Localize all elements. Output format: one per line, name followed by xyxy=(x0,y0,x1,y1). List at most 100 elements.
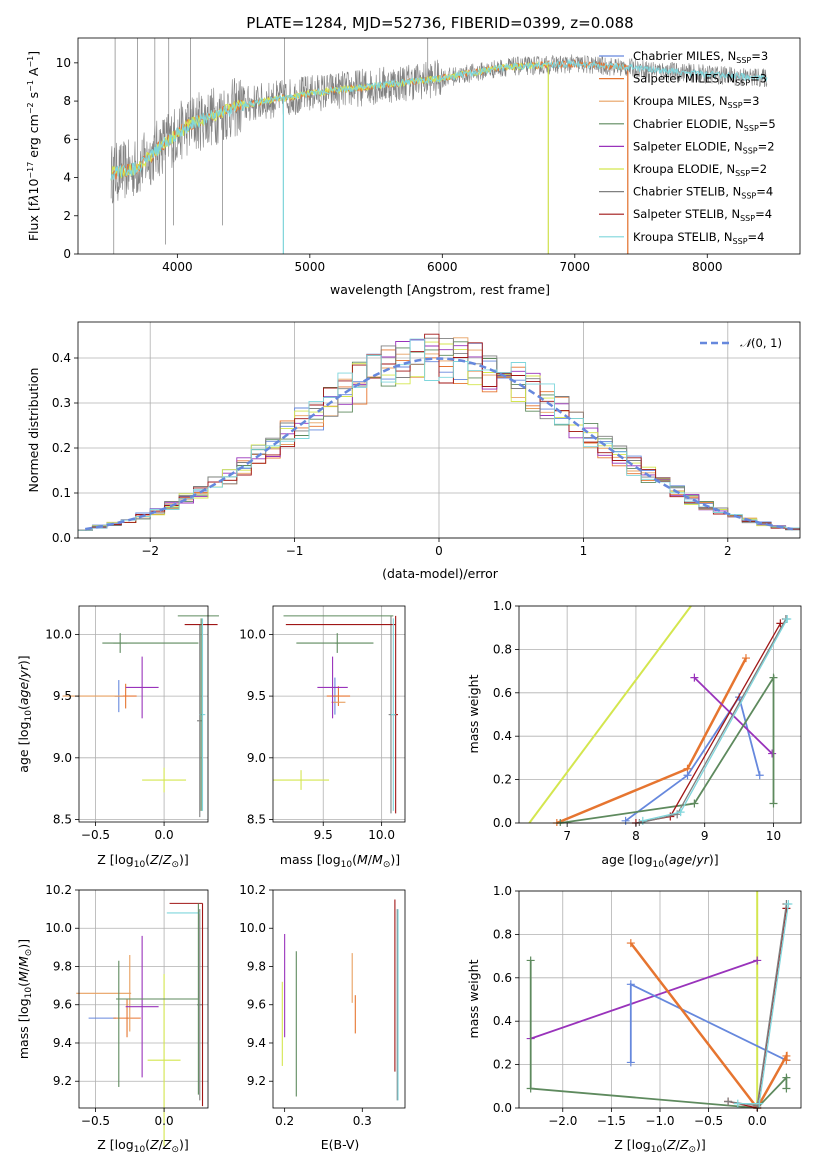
residuals-xtick-label: 2 xyxy=(724,544,732,558)
weight-marker xyxy=(768,749,777,758)
legend-entry: Chabrier MILES, NSSP=3 xyxy=(633,49,768,65)
weight_vs_age-ytick-label: 0.6 xyxy=(493,686,512,700)
residuals-xtick-label: −2 xyxy=(141,544,159,558)
weight-marker xyxy=(676,808,685,817)
mass_vs_EBV-xtick-label: 0.3 xyxy=(353,1114,372,1128)
age-vs-mass-plot: 9.5 10.0 8.5 9.0 9.5 10.0 mass [log10(M/M⊙)] xyxy=(239,605,406,870)
weight-vs-age-xlabel: age [log10(age/yr)] xyxy=(601,852,718,870)
residuals-ytick-label: 0.4 xyxy=(52,351,71,365)
weight_vs_age-ytick-label: 0.4 xyxy=(493,729,512,743)
weight-line xyxy=(528,605,692,824)
weight_vs_Z-ytick-label: 0.2 xyxy=(493,1058,512,1072)
mass-vs-metallicity-xlabel: Z [log10(Z/Z⊙)] xyxy=(97,1137,189,1155)
mass_vs_EBV-ytick-label: 10.0 xyxy=(239,921,266,935)
weight-marker xyxy=(782,1084,791,1093)
weight_vs_Z-xtick-label: 0.0 xyxy=(748,1114,767,1128)
legend-entry: Salpeter MILES, NSSP=3 xyxy=(633,72,767,88)
weight_vs_age-ytick-label: 0.2 xyxy=(493,773,512,787)
mass_vs_EBV-ytick-label: 10.2 xyxy=(239,883,266,897)
residuals-ytick-label: 0.2 xyxy=(52,441,71,455)
weight-marker xyxy=(784,900,793,909)
weight-marker xyxy=(782,1073,791,1082)
weight_vs_Z-ytick-label: 0.0 xyxy=(493,1101,512,1115)
weight-marker xyxy=(769,799,778,808)
age_vs_Z-ytick-label: 8.5 xyxy=(53,813,72,827)
mass_vs_EBV-ytick-label: 9.2 xyxy=(247,1074,266,1088)
legend-entry: Kroupa MILES, NSSP=3 xyxy=(633,94,759,110)
mass-vs-extinction-plot: 0.2 0.3 9.2 9.4 9.6 9.8 10.0 10.2 E(B-V) xyxy=(239,883,406,1152)
age_vs_Z-xtick-label: 0.0 xyxy=(155,828,174,842)
residuals-ytick-label: 0.0 xyxy=(52,531,71,545)
weight-marker xyxy=(690,673,699,682)
mass_vs_EBV-ytick-label: 9.8 xyxy=(247,959,266,973)
weight-line xyxy=(635,623,781,824)
gauss-legend: 𝒩(0, 1) xyxy=(700,336,782,350)
weight-marker xyxy=(733,1099,742,1108)
weight-marker xyxy=(769,673,778,682)
weight_vs_age-xtick-label: 8 xyxy=(632,829,640,843)
weight-vs-metallicity-plot: −2.0 −1.5 −1.0 −0.5 0.0 0.0 0.2 0.4 0.6 0.8 1.0 Z … xyxy=(466,884,802,1155)
weight-marker xyxy=(753,956,762,965)
weight-marker xyxy=(755,1099,764,1108)
weight-marker xyxy=(683,771,692,780)
weight_vs_age-xtick-label: 10 xyxy=(766,829,781,843)
mass_vs_EBV-ytick-label: 9.4 xyxy=(247,1036,266,1050)
age_vs_Z-ytick-label: 10.0 xyxy=(45,627,72,641)
weight_vs_Z-xtick-label: −1.5 xyxy=(597,1114,626,1128)
age_vs_mass-ytick-label: 10.0 xyxy=(239,627,266,641)
weight_vs_Z-ytick-label: 0.4 xyxy=(493,1014,512,1028)
spectrum-ytick-label: 4 xyxy=(63,171,71,185)
spectrum-xtick-label: 5000 xyxy=(295,260,326,274)
legend-entry: Kroupa ELODIE, NSSP=2 xyxy=(633,162,767,178)
mass_vs_Z-ytick-label: 9.2 xyxy=(53,1074,72,1088)
weight-vs-metallicity-xlabel: Z [log10(Z/Z⊙)] xyxy=(614,1137,706,1155)
weight-marker xyxy=(626,1058,635,1067)
spectrum-plot: Chabrier MILES, NSSP=3 Salpeter MILES, NS… xyxy=(26,37,801,297)
age-vs-metallicity-plot: −0.5 0.0 8.5 9.0 9.5 10.0 Z [log10(Z/Z⊙)] age… xyxy=(16,605,219,870)
model-line xyxy=(110,58,768,181)
age_vs_mass-ytick-label: 9.5 xyxy=(247,689,266,703)
spectrum-ytick-label: 10 xyxy=(56,56,71,70)
spectrum-ytick-label: 6 xyxy=(63,132,71,146)
age_vs_mass-xtick-label: 10.0 xyxy=(368,828,395,842)
weight_vs_age-ytick-label: 1.0 xyxy=(493,599,512,613)
spectrum-lines xyxy=(110,38,768,254)
weight_vs_age-xtick-label: 9 xyxy=(701,829,709,843)
mass-vs-extinction-xlabel: E(B-V) xyxy=(321,1137,360,1152)
mass_vs_EBV-ytick-label: 9.6 xyxy=(247,998,266,1012)
residual-xlabel: (data-model)/error xyxy=(382,566,499,581)
figure-title: PLATE=1284, MJD=52736, FIBERID=0399, z=0… xyxy=(246,14,633,32)
weight-marker xyxy=(626,939,635,948)
weight_vs_Z-xtick-label: −2.0 xyxy=(548,1114,577,1128)
panel-lines xyxy=(526,891,793,1111)
spectrum-xtick-label: 8000 xyxy=(692,260,723,274)
residuals-ytick-label: 0.3 xyxy=(52,396,71,410)
weight-marker xyxy=(782,1056,791,1065)
weight_vs_Z-xtick-label: −1.0 xyxy=(645,1114,674,1128)
age_vs_Z-xtick-label: −0.5 xyxy=(81,828,110,842)
spectrum-ytick-label: 8 xyxy=(63,94,71,108)
weight_vs_Z-xtick-label: −0.5 xyxy=(694,1114,723,1128)
mass_vs_Z-xtick-label: −0.5 xyxy=(81,1114,110,1128)
spectrum-frame xyxy=(77,37,801,255)
mass-vs-extinction-frame xyxy=(272,889,406,1109)
residual-histogram: 𝒩(0, 1) −2 −1 0 1 2 0.0 0.1 0.2 0.3 0.4 (data-mod… xyxy=(26,321,801,581)
age-vs-metallicity-ylabel: age [log10(age/yr)] xyxy=(16,655,34,772)
spectrum-ytick-label: 2 xyxy=(63,209,71,223)
spectrum-xtick-label: 6000 xyxy=(427,260,458,274)
age-vs-metallicity-xlabel: Z [log10(Z/Z⊙)] xyxy=(97,852,189,870)
legend-entry: Chabrier ELODIE, NSSP=5 xyxy=(633,117,776,133)
age_vs_mass-ytick-label: 9.0 xyxy=(247,751,266,765)
mass-vs-metallicity-ylabel: mass [log10(M/M⊙)] xyxy=(16,939,34,1059)
mass_vs_Z-ytick-label: 9.8 xyxy=(53,959,72,973)
weight_vs_Z-ytick-label: 0.6 xyxy=(493,971,512,985)
mass_vs_Z-ytick-label: 9.4 xyxy=(53,1036,72,1050)
weight-line xyxy=(625,694,761,822)
weight-marker xyxy=(755,771,764,780)
spectrum-xlabel: wavelength [Angstrom, rest frame] xyxy=(330,282,550,297)
weight_vs_Z-ytick-label: 1.0 xyxy=(493,884,512,898)
spectrum-ytick-label: 0 xyxy=(63,247,71,261)
weight-vs-age-frame xyxy=(518,605,802,824)
age_vs_Z-ytick-label: 9.0 xyxy=(53,751,72,765)
mass_vs_EBV-xtick-label: 0.2 xyxy=(275,1114,294,1128)
